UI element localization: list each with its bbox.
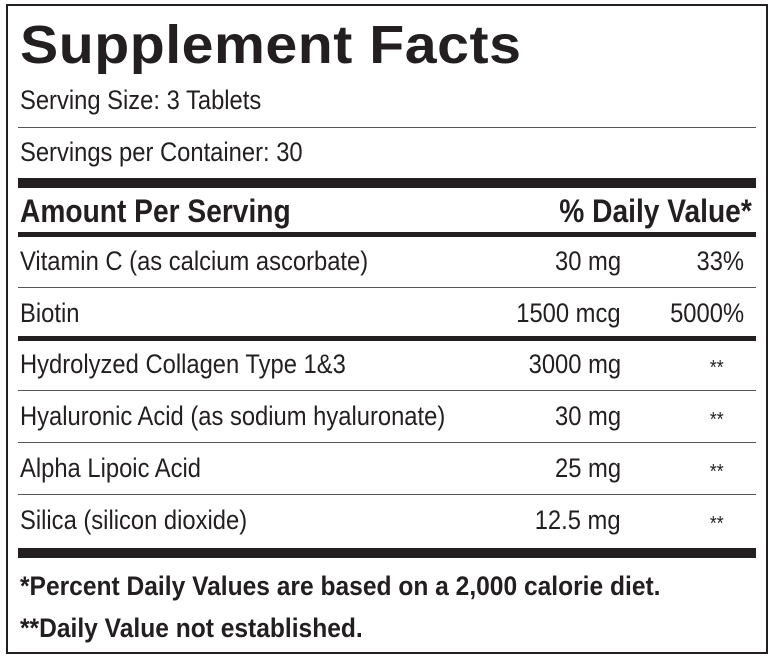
thick-divider	[18, 548, 756, 558]
ingredient-daily-value: **	[710, 357, 724, 379]
row-divider	[18, 390, 756, 391]
ingredient-amount: 30 mg	[554, 246, 621, 276]
ingredient-amount: 25 mg	[554, 453, 621, 483]
ingredient-daily-value: **	[710, 461, 724, 483]
daily-value-header: % Daily Value*	[559, 193, 752, 229]
servings-per-container: Servings per Container: 30	[20, 137, 303, 167]
section-divider	[18, 336, 756, 341]
ingredient-amount: 3000 mg	[528, 349, 621, 379]
ingredient-name: Alpha Lipoic Acid	[20, 453, 201, 483]
ingredient-name: Silica (silicon dioxide)	[20, 505, 248, 535]
ingredient-name: Hyaluronic Acid (as sodium hyaluronate)	[20, 401, 446, 431]
ingredient-daily-value: **	[710, 409, 724, 431]
header-divider	[18, 232, 756, 237]
ingredient-daily-value: **	[710, 513, 724, 535]
ingredient-name: Biotin	[20, 298, 80, 328]
footnote-not-established: **Daily Value not established.	[20, 613, 363, 643]
thick-divider	[18, 178, 756, 188]
ingredient-name: Hydrolyzed Collagen Type 1&3	[20, 349, 346, 379]
supplement-facts-panel: Supplement Facts Serving Size: 3 Tablets…	[6, 4, 768, 654]
panel-title: Supplement Facts	[20, 15, 522, 75]
ingredient-amount: 30 mg	[554, 401, 621, 431]
ingredient-daily-value: 5000%	[670, 298, 744, 328]
ingredient-daily-value: 33%	[696, 246, 744, 276]
ingredient-amount: 1500 mcg	[516, 298, 621, 328]
serving-size: Serving Size: 3 Tablets	[20, 85, 262, 115]
amount-per-serving-header: Amount Per Serving	[20, 193, 291, 229]
row-divider	[18, 442, 756, 443]
row-divider	[18, 287, 756, 288]
ingredient-amount: 12.5 mg	[535, 505, 621, 535]
ingredient-name: Vitamin C (as calcium ascorbate)	[20, 246, 369, 276]
row-divider	[18, 494, 756, 495]
divider	[18, 127, 756, 128]
footnote-daily-values: *Percent Daily Values are based on a 2,0…	[20, 571, 661, 601]
